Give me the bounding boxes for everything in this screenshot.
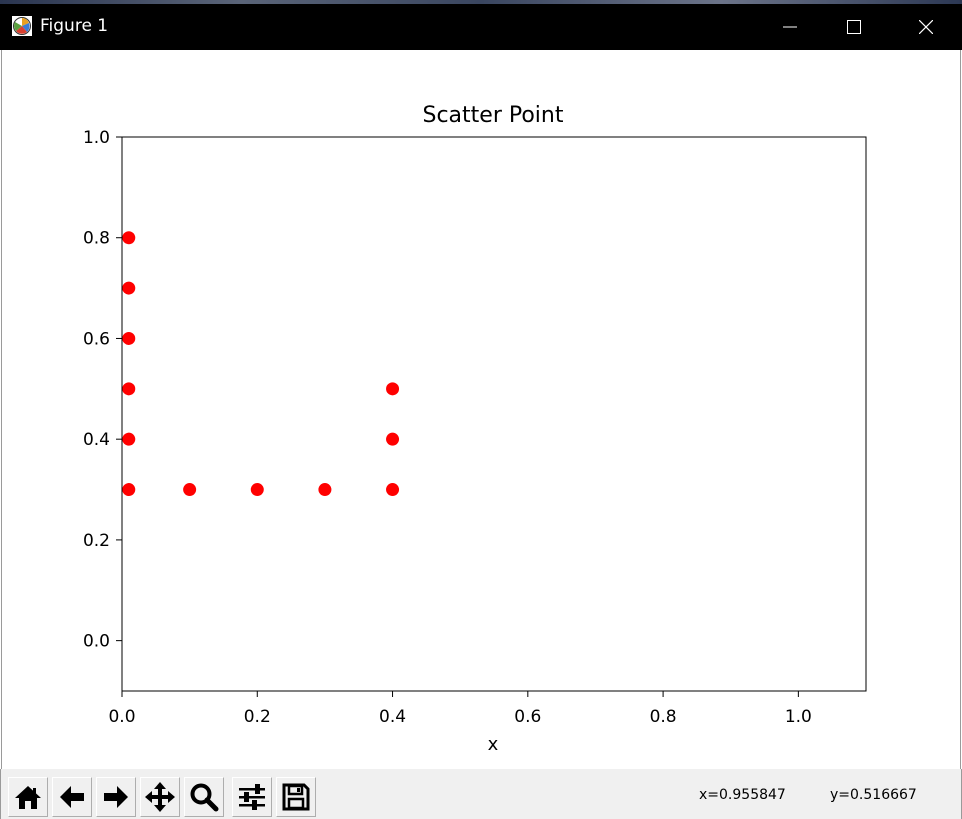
- y-tick-label: 1.0: [83, 128, 110, 148]
- home-button[interactable]: [8, 777, 48, 817]
- navigation-toolbar: x=0.955847 y=0.516667: [0, 769, 962, 819]
- minimize-button[interactable]: [758, 4, 822, 50]
- y-tick-label: 0.8: [83, 229, 110, 249]
- scatter-point: [386, 483, 400, 497]
- scatter-point: [122, 331, 136, 345]
- configure-subplots-button[interactable]: [232, 777, 272, 817]
- home-icon: [15, 786, 41, 809]
- scatter-points: [122, 231, 400, 497]
- chart-title: Scatter Point: [423, 103, 564, 128]
- x-axis-label: x: [488, 734, 499, 755]
- cursor-y-readout: y=0.516667: [830, 787, 917, 803]
- x-tick-label: 1.0: [785, 707, 812, 727]
- sliders-icon: [239, 784, 265, 810]
- axes-frame: [121, 136, 867, 692]
- scatter-point: [183, 483, 197, 497]
- maximize-icon: [847, 20, 861, 34]
- x-tick-label: 0.4: [379, 707, 406, 727]
- scatter-chart: Scatter Point 0.00.20.40.60.81.0 0.0 0.2 0…: [83, 103, 867, 755]
- matplotlib-logo-icon[interactable]: [12, 16, 32, 36]
- x-tick-label: 0.6: [514, 707, 541, 727]
- x-tick-label: 0.2: [244, 707, 271, 727]
- scatter-point: [122, 281, 136, 295]
- figure-canvas[interactable]: Scatter Point 0.0 0.2 0.4 0.6 0.8 1.0 0.0 0.2 0…: [1, 50, 961, 769]
- scatter-point: [122, 483, 136, 497]
- zoom-button[interactable]: [184, 777, 224, 817]
- cursor-x-readout: x=0.955847: [699, 787, 786, 803]
- floppy-disk-icon: [282, 783, 310, 811]
- back-button[interactable]: [52, 777, 92, 817]
- desktop-background-strip: [0, 0, 962, 4]
- x-tick-label: 0.0: [108, 707, 135, 727]
- arrow-right-icon: [104, 786, 128, 808]
- scatter-point: [318, 483, 332, 497]
- close-button[interactable]: [894, 4, 958, 50]
- scatter-point: [386, 432, 400, 446]
- y-axis-ticks: 0.0 0.2 0.4 0.6 0.8 1.0: [83, 128, 122, 652]
- y-tick-label: 0.0: [83, 632, 110, 652]
- maximize-button[interactable]: [822, 4, 886, 50]
- window-title: Figure 1: [40, 16, 109, 36]
- scatter-point: [122, 382, 136, 396]
- y-tick-label: 0.6: [83, 329, 110, 349]
- x-tick-label: 0.8: [650, 707, 677, 727]
- move-icon: [145, 782, 175, 812]
- y-tick-label: 0.2: [83, 531, 110, 551]
- minimize-icon: [783, 26, 797, 28]
- close-icon: [919, 20, 933, 34]
- scatter-point: [122, 231, 136, 245]
- scatter-point: [122, 432, 136, 446]
- magnifier-icon: [190, 783, 219, 812]
- scatter-point: [250, 483, 264, 497]
- pan-button[interactable]: [140, 777, 180, 817]
- arrow-left-icon: [60, 786, 84, 808]
- window-titlebar: Figure 1: [0, 0, 962, 50]
- y-tick-label: 0.4: [83, 430, 110, 450]
- scatter-point: [386, 382, 400, 396]
- x-axis-ticks: 0.0 0.2 0.4 0.6 0.8 1.0: [108, 691, 812, 727]
- save-button[interactable]: [276, 777, 316, 817]
- forward-button[interactable]: [96, 777, 136, 817]
